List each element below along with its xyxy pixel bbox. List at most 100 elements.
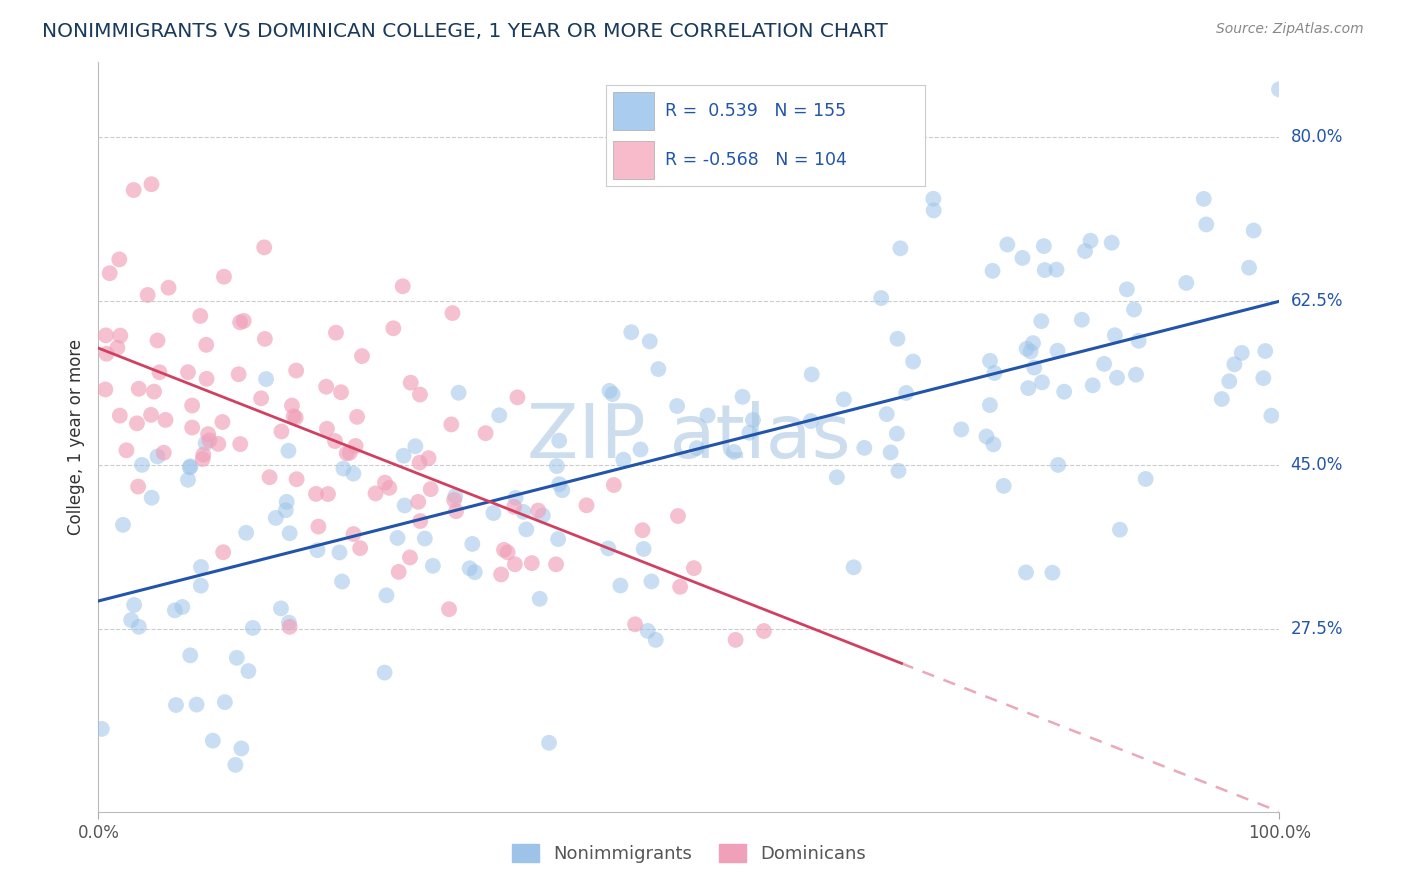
Point — [392, 449, 415, 463]
Point — [669, 580, 692, 594]
Point — [413, 532, 436, 546]
Point — [201, 733, 224, 747]
Point — [870, 291, 893, 305]
Point — [186, 698, 208, 712]
Point — [198, 434, 221, 448]
Point — [270, 601, 292, 615]
Point — [172, 599, 194, 614]
Point — [229, 315, 252, 329]
Point — [602, 387, 624, 401]
Point — [503, 500, 526, 514]
Point — [1260, 409, 1282, 423]
Point — [1053, 384, 1076, 399]
Point — [637, 624, 659, 638]
Point — [548, 434, 571, 448]
Point — [404, 439, 426, 453]
Text: 80.0%: 80.0% — [1291, 128, 1343, 146]
Point — [179, 459, 201, 474]
Point — [981, 264, 1004, 278]
Point — [1195, 218, 1218, 232]
Point — [146, 334, 169, 348]
Point — [853, 441, 876, 455]
Point — [800, 368, 823, 382]
Point — [922, 203, 945, 218]
Point — [458, 561, 481, 575]
Point — [1230, 346, 1253, 360]
Point — [190, 560, 212, 574]
Point — [188, 309, 211, 323]
Point — [696, 409, 718, 423]
Text: ZIP atlas: ZIP atlas — [527, 401, 851, 474]
Point — [832, 392, 855, 407]
Point — [437, 602, 460, 616]
Point — [1253, 371, 1275, 385]
Point — [630, 442, 652, 457]
Point — [344, 439, 367, 453]
Point — [387, 531, 409, 545]
Point — [229, 437, 252, 451]
Point — [179, 460, 201, 475]
Point — [278, 526, 301, 541]
Point — [316, 487, 339, 501]
Point — [128, 382, 150, 396]
Point — [894, 386, 917, 401]
Point — [731, 390, 754, 404]
Point — [141, 177, 163, 192]
Point — [503, 558, 526, 572]
Point — [1017, 381, 1039, 395]
Point — [620, 325, 643, 339]
Point — [683, 561, 706, 575]
Point — [738, 425, 761, 440]
Point — [496, 545, 519, 559]
Point — [825, 470, 848, 484]
Point — [461, 537, 484, 551]
Point — [378, 481, 401, 495]
Point — [546, 459, 568, 474]
Point — [444, 489, 467, 503]
Point — [1175, 276, 1198, 290]
Point — [399, 376, 422, 390]
Point — [278, 620, 301, 634]
Point — [374, 665, 396, 680]
Point — [482, 506, 505, 520]
Point — [131, 458, 153, 472]
Point — [520, 556, 543, 570]
Text: NONIMMIGRANTS VS DOMINICAN COLLEGE, 1 YEAR OR MORE CORRELATION CHART: NONIMMIGRANTS VS DOMINICAN COLLEGE, 1 YE… — [42, 22, 889, 41]
Point — [1254, 344, 1277, 359]
Point — [179, 648, 201, 663]
Y-axis label: College, 1 year or more: College, 1 year or more — [66, 339, 84, 535]
Point — [418, 451, 440, 466]
Point — [575, 498, 598, 512]
Point — [228, 368, 250, 382]
Point — [94, 328, 117, 343]
Point — [1268, 82, 1291, 96]
Point — [253, 240, 276, 254]
Point — [197, 427, 219, 442]
Point — [195, 338, 218, 352]
Point — [444, 504, 467, 518]
Point — [1223, 357, 1246, 371]
Point — [330, 574, 353, 589]
Point — [90, 722, 112, 736]
Point — [111, 517, 134, 532]
Point — [612, 452, 634, 467]
Point — [125, 417, 148, 431]
Point — [488, 409, 510, 423]
Point — [143, 384, 166, 399]
Point — [157, 281, 180, 295]
Point — [979, 398, 1001, 412]
Point — [489, 567, 512, 582]
Point — [901, 354, 924, 368]
Point — [1042, 566, 1064, 580]
Point — [364, 486, 387, 500]
Point — [315, 380, 337, 394]
Point — [232, 314, 254, 328]
Point — [666, 399, 689, 413]
Point — [307, 543, 329, 558]
Point — [1081, 378, 1104, 392]
Point — [194, 436, 217, 450]
Point — [374, 475, 396, 490]
Point — [1015, 342, 1038, 356]
Point — [332, 461, 354, 475]
Point — [609, 578, 631, 592]
